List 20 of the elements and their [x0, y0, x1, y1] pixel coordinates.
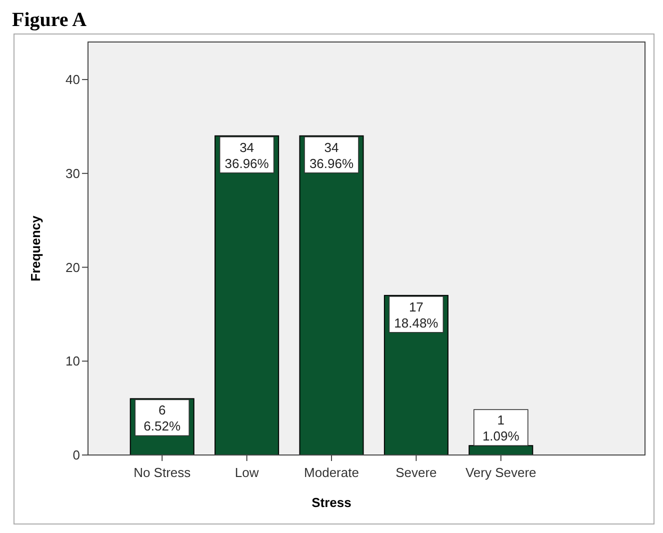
x-tick-label: Very Severe	[465, 465, 536, 480]
y-tick-label: 10	[66, 354, 80, 369]
data-label: 34 36.96%	[309, 140, 354, 171]
bar	[299, 135, 364, 456]
y-tick-label: 30	[66, 166, 80, 181]
y-axis-title: Frequency	[28, 214, 43, 282]
y-tick-label: 40	[66, 72, 80, 88]
x-axis-title: Stress	[312, 495, 352, 510]
data-label: 17 18.48%	[394, 299, 439, 330]
y-tick-label: 0	[72, 448, 80, 463]
x-tick-label: Severe	[396, 465, 437, 480]
y-tick-label: 20	[66, 260, 80, 275]
x-tick-label: No Stress	[134, 465, 192, 480]
data-label: 34 36.96%	[224, 140, 270, 171]
data-label: 1 1.09%	[482, 412, 520, 444]
x-tick-label: Moderate	[304, 465, 359, 480]
chart-title: Figure A	[12, 9, 88, 31]
x-tick-label: Low	[234, 465, 260, 480]
bar	[214, 135, 280, 456]
data-label: 6 6.52%	[144, 402, 181, 434]
